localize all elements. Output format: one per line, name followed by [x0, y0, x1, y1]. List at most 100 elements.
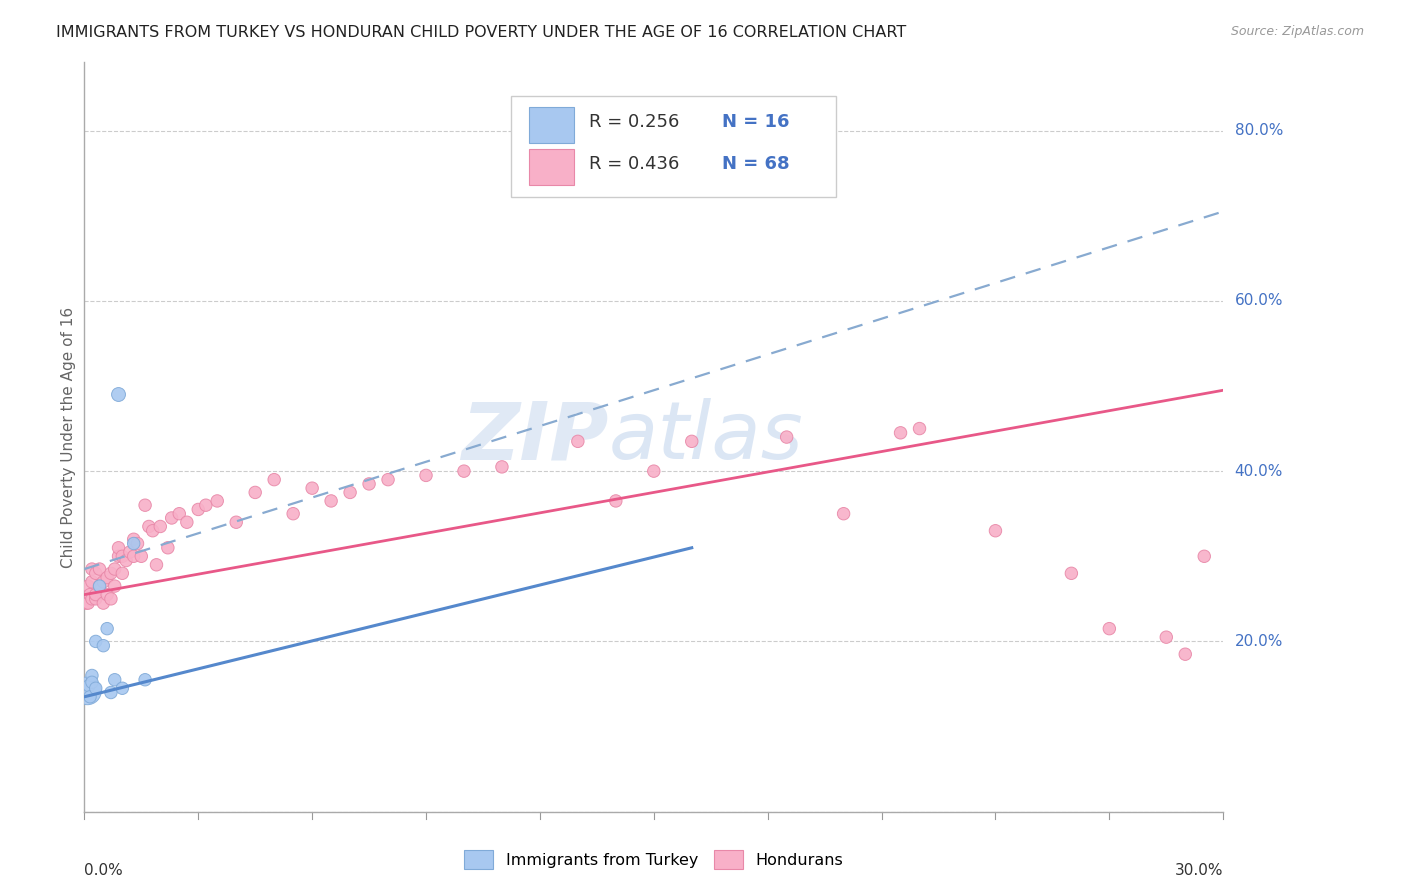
Point	[111, 549, 134, 564]
Point	[908, 421, 931, 435]
Point	[142, 524, 165, 538]
Y-axis label: Child Poverty Under the Age of 16: Child Poverty Under the Age of 16	[60, 307, 76, 567]
Point	[145, 558, 167, 572]
Text: R = 0.256: R = 0.256	[589, 112, 679, 130]
Point	[77, 679, 100, 693]
Point	[187, 502, 209, 516]
Text: Source: ZipAtlas.com: Source: ZipAtlas.com	[1230, 25, 1364, 38]
Point	[104, 579, 127, 593]
Point	[225, 515, 247, 529]
FancyBboxPatch shape	[512, 96, 837, 197]
Point	[1156, 630, 1178, 644]
Point	[118, 545, 141, 559]
Point	[80, 562, 103, 576]
Point	[80, 591, 103, 606]
Point	[453, 464, 475, 478]
Point	[301, 481, 323, 495]
Point	[1174, 647, 1197, 661]
Point	[107, 541, 129, 555]
Legend: Immigrants from Turkey, Hondurans: Immigrants from Turkey, Hondurans	[458, 844, 849, 875]
Point	[681, 434, 703, 449]
Point	[169, 507, 191, 521]
Point	[245, 485, 267, 500]
Text: 20.0%: 20.0%	[1234, 634, 1284, 648]
Point	[567, 434, 589, 449]
Point	[415, 468, 437, 483]
Point	[84, 681, 107, 696]
Point	[776, 430, 799, 444]
Text: R = 0.436: R = 0.436	[589, 155, 679, 173]
Point	[359, 476, 381, 491]
FancyBboxPatch shape	[529, 107, 574, 143]
Point	[100, 566, 122, 581]
Point	[134, 673, 156, 687]
Point	[832, 507, 855, 521]
Text: ZIP: ZIP	[461, 398, 609, 476]
Point	[79, 690, 101, 704]
Point	[984, 524, 1007, 538]
Point	[1098, 622, 1121, 636]
Text: 60.0%: 60.0%	[1234, 293, 1284, 309]
Point	[111, 681, 134, 696]
Point	[149, 519, 172, 533]
Point	[93, 596, 115, 610]
Point	[605, 494, 627, 508]
Text: atlas: atlas	[609, 398, 803, 476]
Point	[127, 536, 149, 550]
Point	[96, 622, 118, 636]
Point	[104, 562, 127, 576]
Point	[1060, 566, 1083, 581]
Text: 0.0%: 0.0%	[84, 863, 124, 878]
Text: IMMIGRANTS FROM TURKEY VS HONDURAN CHILD POVERTY UNDER THE AGE OF 16 CORRELATION: IMMIGRANTS FROM TURKEY VS HONDURAN CHILD…	[56, 25, 907, 40]
Point	[122, 536, 145, 550]
Point	[89, 562, 111, 576]
Point	[138, 519, 160, 533]
Point	[263, 473, 285, 487]
Point	[131, 549, 153, 564]
Point	[93, 639, 115, 653]
Point	[283, 507, 305, 521]
Point	[339, 485, 361, 500]
Point	[207, 494, 229, 508]
Point	[77, 596, 100, 610]
Point	[80, 574, 103, 589]
Text: 40.0%: 40.0%	[1234, 464, 1284, 479]
Text: N = 16: N = 16	[723, 112, 790, 130]
FancyBboxPatch shape	[529, 149, 574, 186]
Point	[491, 459, 513, 474]
Point	[134, 498, 156, 512]
Point	[96, 588, 118, 602]
Point	[89, 579, 111, 593]
Point	[76, 683, 98, 698]
Point	[104, 673, 127, 687]
Point	[377, 473, 399, 487]
Point	[115, 553, 138, 567]
Text: 30.0%: 30.0%	[1175, 863, 1223, 878]
Point	[89, 579, 111, 593]
Point	[79, 588, 101, 602]
Point	[194, 498, 217, 512]
Point	[84, 591, 107, 606]
Point	[1194, 549, 1216, 564]
Point	[84, 588, 107, 602]
Point	[107, 387, 129, 401]
Point	[643, 464, 665, 478]
Point	[160, 511, 183, 525]
Point	[93, 574, 115, 589]
Point	[176, 515, 198, 529]
Point	[100, 591, 122, 606]
Point	[321, 494, 343, 508]
Point	[122, 549, 145, 564]
Point	[122, 533, 145, 547]
Point	[80, 675, 103, 690]
Text: 80.0%: 80.0%	[1234, 123, 1284, 138]
Point	[77, 579, 100, 593]
Point	[156, 541, 179, 555]
Point	[96, 571, 118, 585]
Point	[100, 685, 122, 699]
Text: N = 68: N = 68	[723, 155, 790, 173]
Point	[84, 634, 107, 648]
Point	[111, 566, 134, 581]
Point	[80, 668, 103, 682]
Point	[75, 596, 97, 610]
